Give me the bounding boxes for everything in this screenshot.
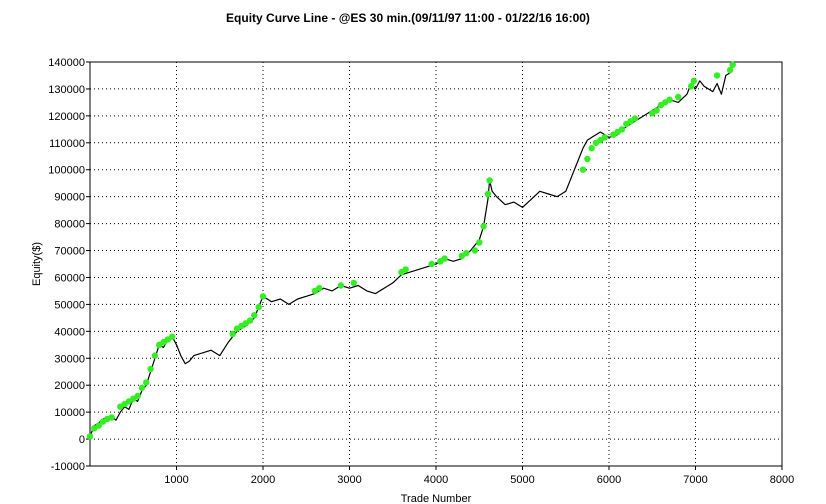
new-high-marker — [726, 66, 734, 74]
x-tick-label: 4000 — [424, 474, 448, 486]
y-tick-label: 60000 — [54, 272, 85, 284]
new-high-marker — [246, 317, 254, 324]
y-tick-label: 80000 — [54, 219, 85, 231]
new-high-markers — [86, 61, 736, 440]
new-high-marker — [316, 285, 323, 292]
new-high-marker — [486, 177, 493, 184]
new-high-marker — [402, 266, 409, 273]
new-high-marker — [675, 93, 682, 101]
y-tick-label: 100000 — [48, 165, 85, 177]
y-tick-label: 10000 — [54, 407, 85, 419]
y-tick-label: -10000 — [51, 461, 85, 473]
grid — [90, 61, 782, 467]
new-high-marker — [350, 279, 357, 287]
new-high-marker — [229, 330, 236, 338]
y-tick-label: 140000 — [48, 57, 85, 69]
y-axis-label: Equity($) — [31, 242, 43, 286]
new-high-marker — [688, 83, 695, 90]
new-high-marker — [143, 379, 150, 386]
new-high-marker — [428, 260, 435, 268]
y-tick-label: 20000 — [54, 380, 85, 392]
new-high-marker — [108, 414, 115, 421]
new-high-marker — [588, 145, 595, 152]
x-tick-label: 5000 — [510, 474, 534, 486]
y-tick-label: 130000 — [48, 84, 85, 96]
y-tick-label: 40000 — [54, 326, 85, 338]
x-tick-label: 3000 — [337, 474, 361, 486]
new-high-marker — [480, 223, 487, 230]
y-tick-label: 0 — [79, 434, 85, 446]
x-axis-ticks: 1000 2000 3000 4000 5000 6000 7000 8000 — [164, 466, 794, 486]
new-high-marker — [579, 166, 587, 173]
new-high-marker — [584, 155, 591, 163]
x-tick-label: 6000 — [597, 474, 621, 486]
new-high-marker — [255, 303, 262, 311]
new-high-marker — [476, 239, 483, 246]
new-high-marker — [147, 365, 154, 373]
y-tick-label: 30000 — [54, 353, 85, 365]
x-tick-label: 1000 — [164, 474, 188, 486]
new-high-marker — [138, 384, 146, 392]
new-high-marker — [713, 72, 721, 79]
new-high-marker — [169, 333, 176, 340]
new-high-marker — [729, 61, 736, 68]
new-high-marker — [484, 190, 492, 198]
new-high-marker — [95, 422, 102, 429]
y-tick-label: 50000 — [54, 299, 85, 311]
y-tick-label: 110000 — [49, 138, 85, 150]
new-high-marker — [134, 392, 141, 400]
new-high-marker — [86, 433, 94, 440]
new-high-marker — [618, 126, 626, 133]
new-high-marker — [441, 255, 448, 262]
x-tick-label: 8000 — [770, 474, 794, 486]
y-axis-ticks: -10000 0 10000 20000 30000 40000 50000 60000 700… — [48, 57, 90, 473]
new-high-marker — [251, 312, 258, 319]
y-tick-label: 70000 — [54, 246, 85, 258]
y-tick-label: 120000 — [48, 111, 85, 123]
new-high-marker — [259, 293, 267, 300]
new-high-marker — [471, 247, 479, 254]
new-high-marker — [653, 107, 660, 114]
new-high-marker — [666, 96, 673, 103]
y-tick-label: 90000 — [54, 192, 85, 204]
x-tick-label: 2000 — [251, 474, 275, 486]
new-high-marker — [463, 250, 470, 257]
new-high-marker — [337, 282, 345, 289]
x-tick-label: 7000 — [683, 474, 707, 486]
new-high-marker — [151, 352, 159, 359]
new-high-marker — [631, 115, 639, 122]
x-axis-label: Trade Number — [401, 493, 472, 504]
chart-title: Equity Curve Line - @ES 30 min.(09/11/97… — [226, 11, 590, 25]
new-high-marker — [690, 77, 697, 85]
new-high-marker — [601, 134, 608, 141]
